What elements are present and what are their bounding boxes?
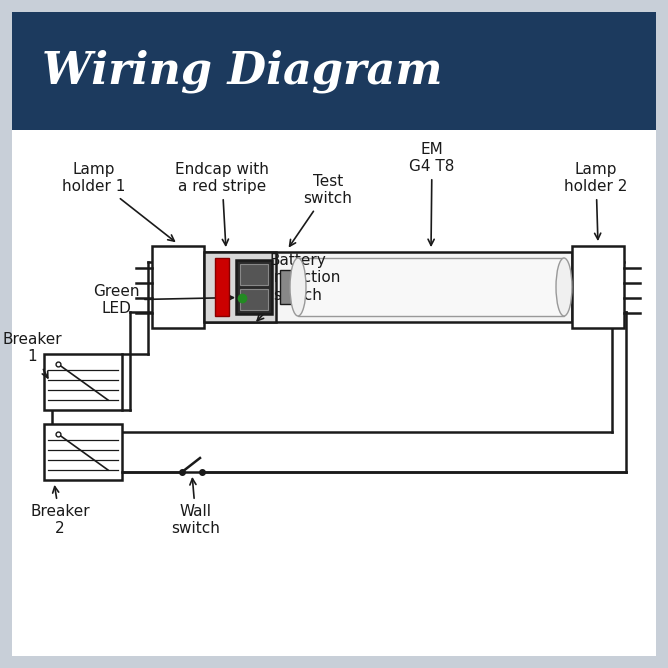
Text: Green
LED: Green LED xyxy=(93,284,233,316)
Bar xyxy=(298,258,564,316)
Bar xyxy=(204,252,276,322)
Text: Lamp
holder 1: Lamp holder 1 xyxy=(62,162,174,241)
Bar xyxy=(236,260,272,314)
Text: Battery
connection
switch: Battery connection switch xyxy=(256,253,340,321)
Bar xyxy=(44,354,122,410)
Ellipse shape xyxy=(556,258,572,316)
Text: Wiring Diagram: Wiring Diagram xyxy=(42,49,442,93)
Text: EM
G4 T8: EM G4 T8 xyxy=(409,142,455,245)
Bar xyxy=(280,270,294,304)
Ellipse shape xyxy=(290,258,306,316)
Text: Breaker
2: Breaker 2 xyxy=(30,486,90,536)
Text: Lamp
holder 2: Lamp holder 2 xyxy=(564,162,628,239)
Bar xyxy=(240,264,268,285)
Bar xyxy=(215,258,229,316)
Text: Wall
switch: Wall switch xyxy=(172,479,220,536)
Text: Endcap with
a red stripe: Endcap with a red stripe xyxy=(175,162,269,245)
Text: Breaker
1: Breaker 1 xyxy=(2,332,62,378)
Text: Test
switch: Test switch xyxy=(290,174,353,246)
Bar xyxy=(204,252,572,322)
Bar xyxy=(152,246,204,328)
Bar xyxy=(12,12,656,130)
Bar xyxy=(572,246,624,328)
Bar xyxy=(44,424,122,480)
Bar xyxy=(240,289,268,310)
